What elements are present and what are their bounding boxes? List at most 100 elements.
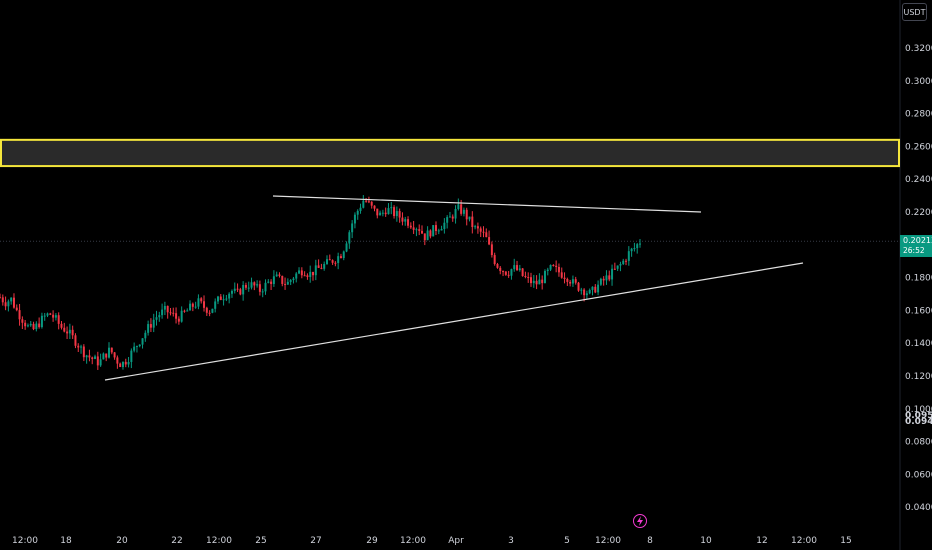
last-price-label: 0.20213 26:52 [900,235,932,257]
candle-body [194,306,197,308]
time-tick-label: 8 [647,536,653,546]
candle-body [1,297,4,303]
candle-body [633,248,636,250]
candle-body [563,277,566,279]
candle-body [133,346,136,351]
time-tick-label: 27 [310,536,321,546]
candle-body [476,226,479,229]
time-axis[interactable]: 12:00 18 20 22 12:00 25 27 29 12:00 Apr 3 5 12:00 8 10… [12,536,852,546]
candle-body [434,225,437,232]
candle-body [571,279,574,284]
candle-body [549,265,552,270]
highlight-price-label: 0.09563 [905,411,932,421]
candle-body [591,286,594,290]
candle-body [29,323,32,326]
time-tick-label: 10 [700,536,712,546]
candle-body [468,216,471,220]
resistance-zone[interactable] [0,138,900,168]
price-tick-label: 0.18000 [905,274,932,284]
candle-body [121,361,124,368]
candle-body [203,301,206,308]
candle-body [186,310,189,312]
candle-body [429,230,432,237]
candle-body [26,325,29,327]
candle-body [398,211,401,218]
candle-body [488,237,491,245]
price-axis[interactable]: 0.32000 0.30000 0.28000 0.26000 0.24000 0.220… [905,44,932,513]
candle-body [325,259,328,264]
candle-body [113,352,116,358]
candle-body [636,244,639,249]
candle-body [163,305,166,310]
candle-body [474,226,477,228]
price-tick-label: 0.06000 [905,470,932,480]
time-tick-label: 12:00 [595,536,621,546]
candle-body [359,207,362,211]
currency-label: USDT [903,7,926,17]
candle-body [161,309,164,316]
candle-body [292,278,295,281]
currency-selector[interactable]: USDT [902,3,927,21]
candle-body [214,301,217,309]
candle-body [345,243,348,252]
candle-body [507,274,510,276]
candle-body [381,212,384,214]
candle-body [577,282,580,291]
candle-body [443,222,446,230]
candle-body [38,323,41,328]
candle-body [208,312,211,314]
candle-body [465,209,468,220]
candle-body [267,281,270,283]
candle-body [552,265,555,267]
candle-body [298,270,301,274]
candle-body [250,282,253,288]
candle-body [80,346,83,348]
candle-body [155,317,158,320]
candle-body [309,271,312,277]
candle-body [462,209,465,214]
candle-body [152,319,155,328]
candle-body [376,208,379,216]
candle-body [423,233,426,241]
candle-body [404,219,407,222]
resistance-trendline[interactable] [272,195,702,213]
support-trendline[interactable] [104,262,804,381]
candle-body [597,284,600,293]
candle-body [541,279,544,284]
price-tick-label: 0.22000 [905,208,932,218]
candle-body [172,312,175,314]
candle-body [228,293,231,299]
candle-body [583,289,586,296]
candle-body [337,256,340,263]
candle-countdown: 26:52 [903,246,925,255]
candle-body [99,359,102,366]
candle-body [77,345,80,348]
candle-body [205,307,208,313]
candle-body [219,296,222,300]
candle-body [35,323,38,330]
candle-body [373,205,376,209]
candle-body [440,229,443,231]
candle-body [339,256,342,259]
candle-body [107,347,110,358]
candle-body [409,225,412,228]
candle-body [21,319,24,323]
candle-body [0,297,1,299]
candle-body [482,231,485,233]
candle-body [4,302,7,307]
candle-body [7,301,10,307]
candle-body [320,267,323,269]
price-tick-label: 0.10000 [905,405,932,415]
candle-body [448,216,451,218]
candle-body [15,307,18,311]
candle-body [334,262,337,264]
candle-body [272,276,275,284]
candle-body [124,361,127,365]
candle-body [639,243,641,245]
candle-body [284,283,287,285]
event-marker[interactable] [633,514,647,528]
candle-body [401,217,404,222]
candle-body [233,288,236,291]
candle-body [43,315,46,317]
